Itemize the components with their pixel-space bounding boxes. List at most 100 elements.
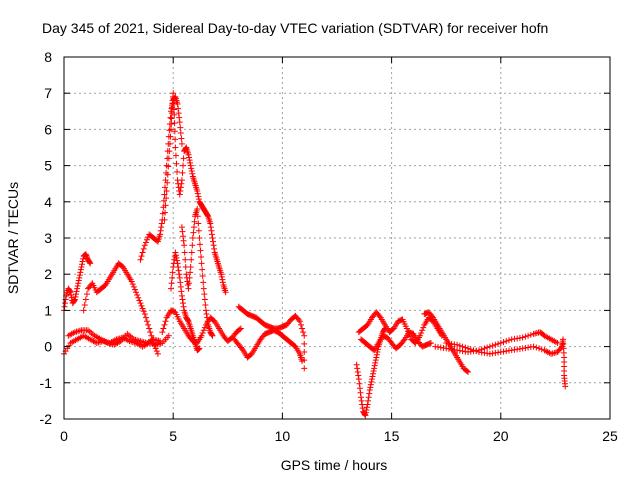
data-point (500, 339, 507, 346)
data-point (207, 224, 214, 231)
data-point (75, 280, 82, 287)
data-point (359, 401, 366, 408)
data-point (300, 329, 307, 336)
data-point (454, 341, 461, 348)
data-point (173, 254, 180, 261)
data-point (167, 133, 174, 140)
y-tick-label: 2 (44, 266, 52, 282)
x-tick-label: 20 (493, 428, 509, 444)
data-point (301, 349, 308, 356)
data-point (470, 347, 477, 354)
data-point (367, 381, 374, 388)
data-point (152, 345, 159, 352)
data-point (180, 155, 187, 162)
data-point (365, 394, 372, 401)
data-point (180, 162, 187, 169)
data-point (72, 293, 79, 300)
data-point (183, 271, 190, 278)
data-point (354, 365, 361, 372)
data-point (530, 343, 537, 350)
data-point (175, 263, 182, 270)
data-point (137, 256, 144, 263)
data-point (195, 193, 202, 200)
data-point (133, 289, 140, 296)
data-point (172, 249, 179, 256)
data-point (71, 297, 78, 304)
data-point (164, 171, 171, 178)
data-point (497, 339, 504, 346)
data-point (176, 271, 183, 278)
data-point (169, 269, 176, 276)
data-point (222, 289, 229, 296)
data-point (173, 160, 180, 167)
data-point (153, 348, 160, 355)
data-point (522, 333, 529, 340)
data-point (178, 177, 185, 184)
data-point (178, 180, 185, 187)
y-tick-label: 0 (44, 339, 52, 355)
data-point (358, 394, 365, 401)
data-point (80, 307, 87, 314)
data-point (185, 285, 192, 292)
x-tick-label: 15 (384, 428, 400, 444)
data-point (163, 195, 170, 202)
data-point (177, 124, 184, 131)
data-point (489, 342, 496, 349)
data-point (140, 245, 147, 252)
data-point (362, 412, 369, 419)
data-point (194, 187, 201, 194)
data-point (74, 282, 81, 289)
data-point (201, 291, 208, 298)
data-point (194, 213, 201, 220)
data-point (519, 334, 526, 341)
data-point (77, 269, 84, 276)
data-point (150, 339, 157, 346)
data-point (75, 277, 82, 284)
data-point (354, 368, 361, 375)
data-point (162, 209, 169, 216)
y-tick-label: 4 (44, 194, 52, 210)
data-point (208, 231, 215, 238)
data-point (484, 344, 491, 351)
data-point (182, 256, 189, 263)
data-point (372, 357, 379, 364)
data-point (168, 115, 175, 122)
data-point (178, 292, 185, 299)
data-points (61, 90, 569, 419)
data-point (403, 325, 410, 332)
data-point (177, 283, 184, 290)
data-point (186, 154, 193, 161)
data-point (162, 184, 169, 191)
data-point (207, 220, 214, 227)
data-point (201, 296, 208, 303)
data-point (179, 228, 186, 235)
data-point (400, 337, 407, 344)
data-point (170, 101, 177, 108)
data-point (177, 279, 184, 286)
data-point (296, 318, 303, 325)
data-point (196, 241, 203, 248)
data-point (462, 344, 469, 351)
data-point (151, 342, 158, 349)
data-point (159, 329, 166, 336)
data-point (365, 397, 372, 404)
data-point (68, 294, 75, 301)
series-dip-8 (231, 327, 306, 365)
data-point (129, 281, 136, 288)
data-point (172, 144, 179, 151)
data-point (178, 288, 185, 295)
data-point (202, 301, 209, 308)
data-point (194, 190, 201, 197)
data-point (162, 318, 169, 325)
data-point (209, 332, 216, 339)
data-point (175, 105, 182, 112)
data-point (187, 159, 194, 166)
data-point (77, 266, 84, 273)
data-point (157, 338, 164, 345)
series-secondary-wave (159, 307, 244, 346)
data-point (161, 191, 168, 198)
data-point (86, 259, 93, 266)
data-point (161, 321, 168, 328)
y-tick-label: 1 (44, 302, 52, 318)
data-point (128, 278, 135, 285)
